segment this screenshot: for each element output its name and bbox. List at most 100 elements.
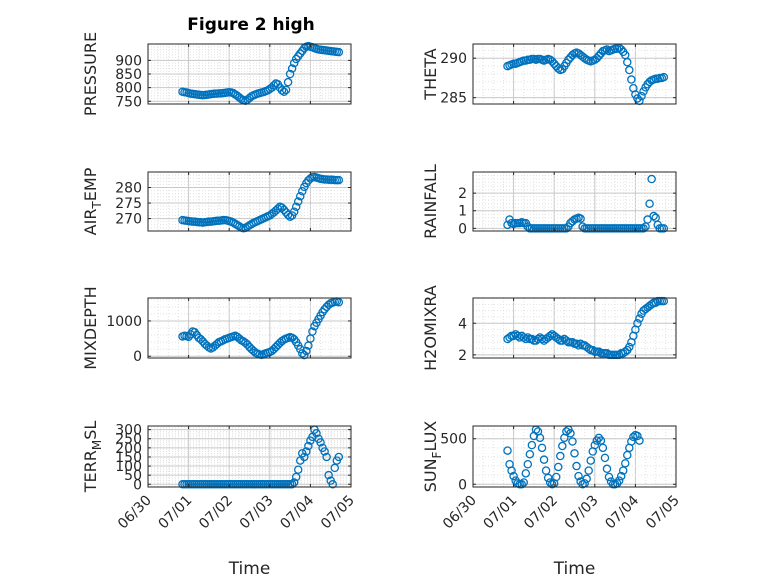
data-point [328, 480, 337, 489]
subplot-5: 0 1000 MIXDEPTH [81, 286, 352, 370]
data-point [281, 85, 291, 95]
data-series [178, 41, 344, 105]
axes-box [147, 171, 352, 232]
data-point [539, 455, 549, 464]
data-point [588, 345, 598, 355]
x-tick-label: 07/01 [481, 493, 521, 533]
data-point [517, 480, 526, 489]
data-series [503, 174, 669, 233]
data-point [572, 339, 581, 349]
data-point [184, 332, 193, 342]
data-point [277, 86, 287, 95]
data-series [503, 43, 669, 106]
data-point [334, 452, 344, 462]
data-point [285, 69, 295, 79]
y-tick-label: 0 [133, 477, 142, 493]
data-point [633, 431, 642, 441]
data-point [533, 334, 543, 344]
data-point [621, 459, 630, 468]
data-point [235, 222, 244, 231]
data-point [519, 478, 529, 487]
data-point [289, 207, 299, 216]
data-point [629, 432, 638, 442]
y-tick-label: 800 [115, 81, 142, 97]
data-point [558, 441, 567, 451]
data-point [515, 333, 524, 342]
data-point [295, 191, 305, 201]
data-point [298, 187, 307, 196]
data-point [521, 469, 531, 478]
data-point [562, 427, 571, 436]
y-tick-label: 150 [115, 450, 142, 466]
data-point [590, 440, 600, 450]
data-point [639, 224, 648, 233]
y-tick-label: 1000 [106, 314, 142, 330]
data-series [178, 172, 344, 233]
data-point [633, 319, 642, 328]
data-point [554, 334, 563, 344]
data-point [273, 204, 283, 213]
data-point [545, 331, 555, 341]
x-axis-label: Time [553, 559, 596, 579]
x-tick-label: 07/02 [196, 493, 236, 533]
data-point [566, 429, 575, 438]
data-point [562, 224, 571, 233]
y-tick-label: 850 [115, 67, 142, 83]
data-point [651, 298, 660, 307]
data-point [627, 75, 636, 84]
data-point [602, 349, 612, 358]
y-axis-label: AIRTEMP [81, 167, 104, 235]
data-point [279, 205, 289, 215]
y-tick-label: 250 [115, 432, 142, 448]
x-tick-label: 07/03 [237, 493, 277, 533]
data-point [554, 462, 563, 472]
y-tick-label: 2 [458, 348, 467, 364]
data-series [503, 296, 669, 360]
data-point [545, 478, 555, 487]
data-point [503, 446, 512, 455]
data-point [525, 449, 535, 459]
data-point [521, 334, 531, 344]
data-point [556, 451, 565, 461]
data-point [616, 471, 626, 481]
data-point [627, 437, 636, 446]
chart-title: Figure 2 high [187, 15, 315, 35]
data-point [537, 443, 547, 453]
y-axis-label: TERRMSL [81, 421, 104, 494]
y-axis-label: H2OMIXRA [421, 285, 440, 371]
data-point [649, 211, 658, 221]
axes-box [472, 297, 677, 359]
data-point [527, 440, 537, 450]
data-point [574, 341, 583, 350]
data-point [320, 447, 329, 456]
data-point [572, 461, 581, 471]
data-point [324, 470, 333, 480]
data-series [503, 425, 644, 489]
data-point [289, 58, 299, 68]
x-tick-label: 06/30 [440, 493, 480, 533]
y-tick-label: 4 [458, 316, 467, 332]
data-point [279, 87, 289, 96]
data-point [293, 197, 303, 206]
data-point [316, 438, 325, 447]
data-point [283, 77, 293, 87]
x-tick-label: 07/05 [643, 493, 683, 533]
data-point [570, 449, 579, 458]
data-point [659, 224, 669, 233]
data-point [289, 478, 299, 487]
data-point [287, 480, 297, 489]
data-point [287, 64, 297, 73]
data-point [535, 433, 545, 443]
axes-box [472, 425, 677, 488]
y-tick-label: 0 [458, 221, 467, 237]
data-point [285, 212, 295, 221]
y-tick-label: 280 [115, 181, 142, 197]
x-tick-label: 07/04 [277, 492, 317, 532]
y-tick-label: 300 [115, 423, 142, 439]
data-point [578, 222, 587, 231]
data-point [523, 222, 533, 231]
y-axis-label: MIXDEPTH [81, 286, 100, 369]
